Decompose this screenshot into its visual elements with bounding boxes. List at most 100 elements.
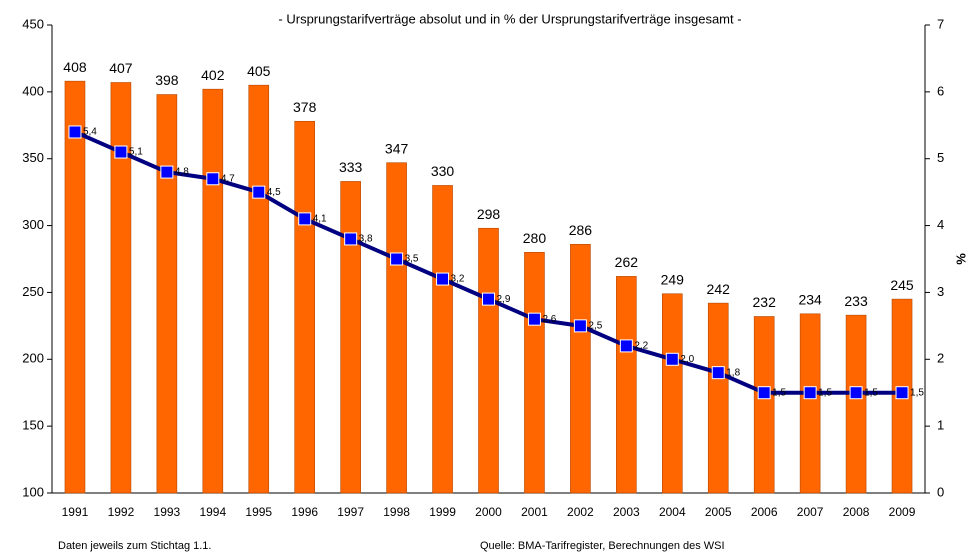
bar [524,252,545,494]
marker [619,339,633,353]
x-tick-label: 1993 [154,505,181,519]
marker [711,366,725,380]
bar [248,84,270,494]
line-value-label: 4,5 [267,187,281,198]
bar-value-label: 249 [661,271,685,287]
x-tick-label: 2007 [797,505,824,519]
x-tick-label: 2000 [475,505,502,519]
y-tick-label: 100 [22,484,44,499]
line-value-label: 3,8 [359,234,373,245]
bar-value-label: 405 [247,63,271,79]
marker [527,312,541,326]
bar-value-label: 245 [890,277,914,293]
marker [665,352,679,366]
bar [845,314,867,494]
x-tick-label: 1994 [199,505,226,519]
y2-tick-label: 7 [937,16,944,31]
bar [294,120,316,494]
marker [298,212,312,226]
line-value-label: 3,2 [451,274,465,285]
note: Daten jeweils zum Stichtag 1.1. [58,540,211,552]
line-value-label: 1,5 [818,387,832,398]
bar [386,162,407,494]
bar [570,243,591,494]
bar [110,82,132,494]
line-value-label: 5,1 [129,147,143,158]
y2-tick-label: 6 [937,83,944,98]
line-value-label: 4,8 [175,167,189,178]
x-tick-label: 1992 [108,505,135,519]
y-tick-label: 300 [22,217,44,232]
bar [340,181,361,494]
x-tick-label: 2005 [705,505,732,519]
y2-tick-label: 0 [937,484,944,499]
line-value-label: 1,5 [772,387,786,398]
x-tick-label: 1995 [245,505,272,519]
x-tick-label: 2008 [843,505,870,519]
bar-value-label: 242 [707,281,731,297]
bar [753,316,775,494]
y-tick-label: 150 [22,418,44,433]
line-value-label: 4,1 [313,214,327,225]
line-value-label: 1,8 [726,367,740,378]
bar-value-label: 330 [431,163,455,179]
x-tick-label: 2002 [567,505,594,519]
y2-tick-label: 3 [937,284,944,299]
bar-value-label: 262 [615,254,639,270]
line-value-label: 2,2 [634,341,648,352]
bar [202,88,224,494]
bar-value-label: 233 [844,293,868,309]
marker [895,386,909,400]
marker [436,272,450,286]
y2-tick-label: 4 [937,217,944,232]
bar-value-label: 286 [569,222,593,238]
y-tick-label: 350 [22,150,44,165]
marker [252,185,266,199]
marker [757,386,771,400]
bar-value-label: 232 [753,294,777,310]
bar [432,185,453,494]
line-value-label: 4,7 [221,173,235,184]
y2-axis-title: % [953,253,968,265]
bar [478,227,499,494]
marker [68,125,82,139]
line-value-label: 5,4 [83,127,97,138]
line-value-label: 2,9 [497,294,511,305]
x-tick-label: 2003 [613,505,640,519]
bar-value-label: 378 [293,99,317,115]
x-tick-label: 2006 [751,505,778,519]
bar [661,293,683,494]
line-value-label: 1,5 [910,387,924,398]
chart-title: - Ursprungstarifverträge absolut und in … [278,11,741,26]
bar-value-label: 407 [109,60,133,76]
bar [707,302,729,494]
marker [114,145,128,159]
y2-tick-label: 1 [937,418,944,433]
bar [799,313,821,494]
bar-value-label: 347 [385,140,409,156]
x-tick-label: 1999 [429,505,456,519]
marker [803,386,817,400]
bar-value-label: 234 [798,292,822,308]
marker [206,172,220,186]
y-tick-label: 200 [22,351,44,366]
bar-value-label: 333 [339,159,363,175]
marker [849,386,863,400]
y2-tick-label: 5 [937,150,944,165]
bar [64,80,86,494]
bar-value-label: 280 [523,230,547,246]
x-tick-label: 1991 [62,505,89,519]
line-value-label: 3,5 [405,254,419,265]
y-tick-label: 400 [22,83,44,98]
line-value-label: 2,6 [542,314,556,325]
note: Quelle: BMA-Tarifregister, Berechnungen … [480,540,725,552]
bar-value-label: 398 [155,72,179,88]
bar [616,276,637,494]
x-tick-label: 2001 [521,505,548,519]
marker [390,252,404,266]
marker [573,319,587,333]
x-tick-label: 2004 [659,505,686,519]
line-value-label: 1,5 [864,387,878,398]
line-value-label: 2,0 [680,354,694,365]
